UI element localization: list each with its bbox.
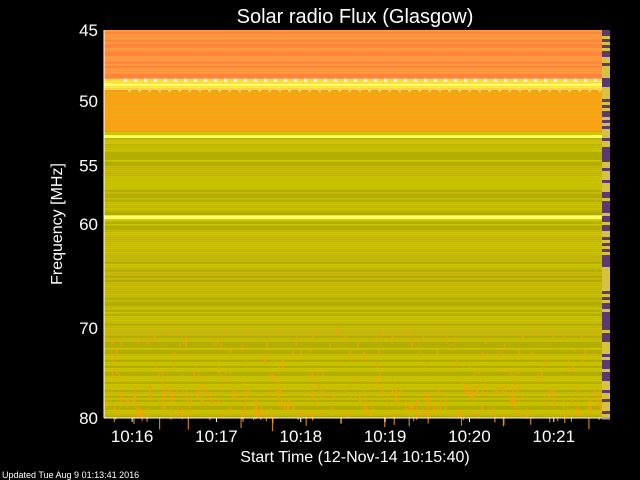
bright-line-0 [104,83,610,87]
updated-timestamp: Updated Tue Aug 9 01:13:41 2016 [2,470,139,480]
chart-title: Solar radio Flux (Glasgow) [237,6,474,28]
y-tick-label: 50 [79,92,98,111]
y-tick-label: 80 [79,409,98,428]
spectrum-bursts [104,328,608,432]
x-tick-label: 10:17 [195,427,238,446]
spectrogram-plot-area [104,30,610,432]
x-tick-labels: 10:16 10:17 10:18 10:19 10:20 10:21 [111,427,575,446]
x-axis-label: Start Time (12-Nov-14 10:15:40) [240,449,469,466]
right-edge-noise [602,30,610,420]
spectrum-band-0 [104,30,610,80]
y-tick-label: 60 [79,215,98,234]
y-axis-label: Frequency [MHz] [49,163,66,285]
bright-line-2 [104,215,610,219]
y-tick-label: 45 [79,21,98,40]
x-tick-label: 10:19 [364,427,407,446]
x-tick-label: 10:20 [448,427,491,446]
chart-axes [103,30,610,422]
x-tick-label: 10:21 [533,427,576,446]
spectrum-band-2 [104,90,610,132]
bright-line-1 [104,135,610,139]
x-tick-label: 10:16 [111,427,154,446]
y-tick-labels: 45 50 55 60 70 80 [79,21,98,428]
y-tick-label: 55 [79,156,98,175]
spectrum-texture [104,30,610,418]
x-tick-label: 10:18 [280,427,323,446]
y-tick-label: 70 [79,319,98,338]
interference-pattern [124,78,601,92]
